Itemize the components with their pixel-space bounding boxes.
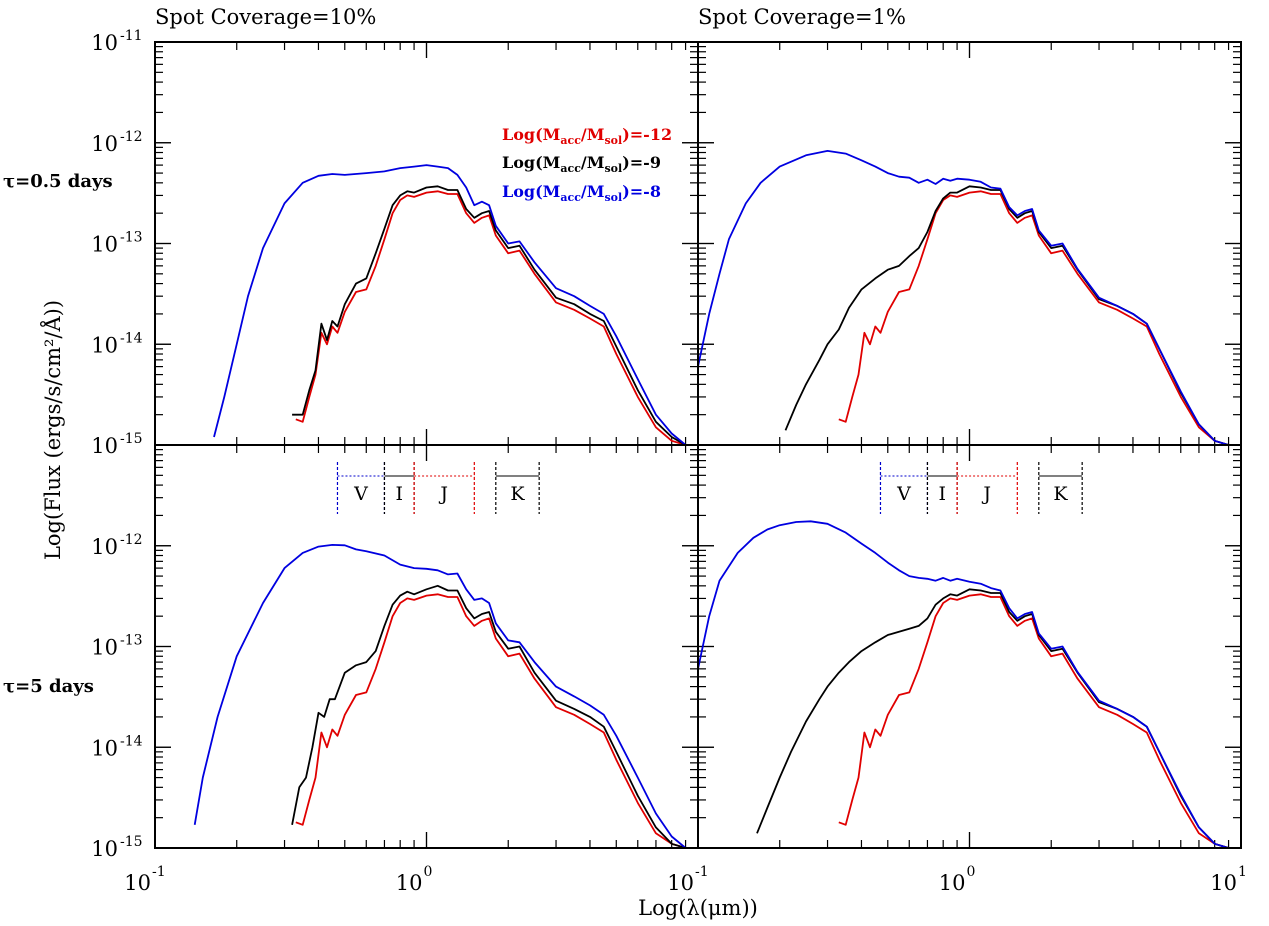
y-tick-label-exponent: -14 [120, 330, 143, 346]
sed-series-line [698, 520, 1229, 848]
x-tick-label-exponent: 0 [424, 864, 433, 880]
x-axis-label: Log(λ(μm)) [638, 896, 758, 920]
y-tick-label: 10 [91, 837, 118, 861]
x-tick-label: 10 [667, 871, 694, 895]
band-label: I [396, 483, 404, 505]
x-tick-label-exponent: -1 [695, 864, 709, 880]
band-label: J [981, 483, 991, 505]
y-tick-label-exponent: -12 [120, 532, 143, 548]
panel-frame [154, 444, 699, 849]
sed-series-line [292, 185, 687, 445]
y-tick-label: 10 [91, 736, 118, 760]
y-tick-label: 10 [91, 333, 118, 357]
sed-series-line [295, 593, 686, 848]
sed-series-line [838, 190, 1229, 445]
band-label: I [939, 483, 947, 505]
panel-title-right: Spot Coverage=1% [698, 5, 906, 29]
y-tick-label-exponent: -11 [120, 28, 143, 44]
band-label: K [510, 483, 525, 505]
row-label-bottom: τ=5 days [3, 676, 94, 697]
x-tick-label: 10 [396, 871, 423, 895]
x-tick-label: 10 [124, 871, 151, 895]
sed-series-line [838, 593, 1229, 848]
sed-series-line [295, 190, 686, 445]
legend-entry: Log(Macc/Msol)=-12 [502, 125, 672, 147]
x-tick-label-exponent: -1 [152, 864, 166, 880]
y-tick-label-exponent: -14 [120, 733, 143, 749]
y-tick-label: 10 [91, 636, 118, 660]
y-tick-label: 10 [91, 434, 118, 458]
sed-series-line [291, 584, 686, 848]
x-tick-label: 10 [939, 871, 966, 895]
x-tick-label-exponent: 1 [1238, 864, 1247, 880]
legend: Log(Macc/Msol)=-12 Log(Macc/Msol)=-9 Log(M… [502, 125, 672, 204]
sed-series-line [756, 588, 1229, 848]
y-tick-label-exponent: -15 [120, 431, 143, 447]
x-tick-label-exponent: 0 [967, 864, 976, 880]
panel-title-left: Spot Coverage=10% [155, 5, 376, 29]
panel-frame [154, 41, 699, 446]
sed-curves [193, 149, 1229, 848]
legend-entry: Log(Macc/Msol)=-9 [502, 153, 661, 175]
x-tick-label: 10 [1210, 871, 1237, 895]
sed-series-line [784, 185, 1229, 445]
y-tick-label: 10 [91, 535, 118, 559]
panel-frames [154, 41, 1242, 849]
sed-series-line [193, 544, 687, 848]
band-label: K [1053, 483, 1068, 505]
band-label: V [353, 483, 368, 505]
legend-entry: Log(Macc/Msol)=-8 [502, 182, 661, 204]
y-tick-label-exponent: -12 [120, 129, 143, 145]
sed-series-line [698, 149, 1229, 445]
y-axis-label: Log(Flux (ergs/s/cm²/Å)) [40, 300, 65, 560]
y-tick-label-exponent: -13 [120, 230, 143, 246]
y-tick-label: 10 [91, 31, 118, 55]
y-tick-label: 10 [91, 233, 118, 257]
band-label: J [438, 483, 448, 505]
sed-series-line [213, 164, 687, 445]
y-tick-label-exponent: -13 [120, 633, 143, 649]
x-tick-labels: 10 -1 10 0 10 -1 10 0 10 1 [124, 864, 1247, 895]
panel-frame [697, 444, 1242, 849]
y-tick-label: 10 [91, 132, 118, 156]
row-label-top: τ=0.5 days [3, 171, 113, 192]
panel-frame [697, 41, 1242, 446]
band-label: V [896, 483, 911, 505]
y-tick-label-exponent: -15 [120, 834, 143, 850]
